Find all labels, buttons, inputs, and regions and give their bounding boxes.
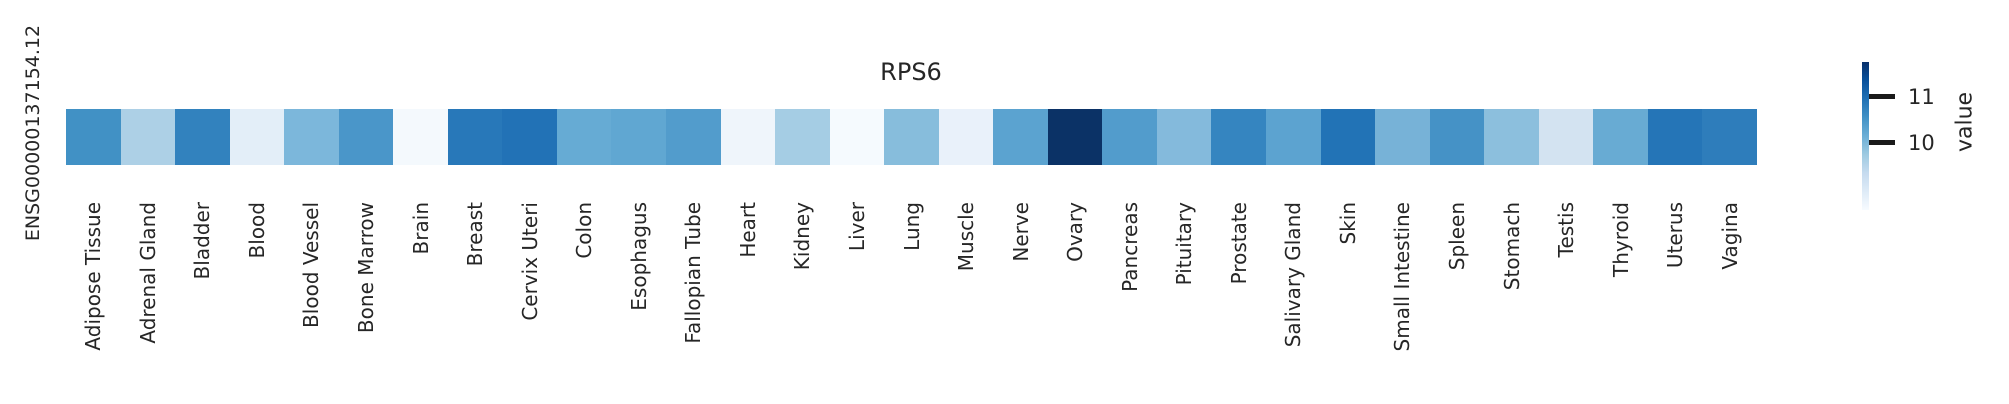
heatmap-cell-pancreas[interactable] bbox=[1102, 109, 1157, 165]
colorbar-tick-label-11: 11 bbox=[1908, 85, 1935, 109]
x-tick-label-blood: Blood bbox=[244, 202, 269, 259]
heatmap-cell-blood-vessel[interactable] bbox=[284, 109, 339, 165]
x-tick-label-adipose-tissue: Adipose Tissue bbox=[81, 202, 106, 351]
colorbar-tick-mark-11 bbox=[1869, 94, 1895, 99]
x-tick-label-colon: Colon bbox=[572, 202, 597, 259]
x-tick-label-bladder: Bladder bbox=[190, 202, 215, 280]
heatmap-cell-blood[interactable] bbox=[229, 109, 285, 165]
x-tick-label-spleen: Spleen bbox=[1444, 202, 1469, 271]
heatmap-cell-kidney[interactable] bbox=[775, 109, 830, 165]
x-tick-label-brain: Brain bbox=[408, 202, 433, 255]
heatmap-cell-small-intestine[interactable] bbox=[1375, 109, 1430, 165]
heatmap-cell-fallopian-tube[interactable] bbox=[666, 109, 721, 165]
heatmap-cell-vagina[interactable] bbox=[1702, 109, 1757, 165]
heatmap-cell-ovary[interactable] bbox=[1047, 109, 1103, 165]
x-tick-label-vagina: Vagina bbox=[1717, 202, 1742, 270]
heatmap-cell-bladder[interactable] bbox=[175, 109, 230, 165]
x-tick-label-adrenal-gland: Adrenal Gland bbox=[135, 202, 160, 344]
row-label-gene-id: ENSG00000137154.12 bbox=[22, 24, 44, 242]
x-tick-label-stomach: Stomach bbox=[1499, 202, 1524, 291]
heatmap-cell-spleen[interactable] bbox=[1429, 109, 1485, 165]
heatmap-cell-pituitary[interactable] bbox=[1156, 109, 1212, 165]
x-tick-label-nerve: Nerve bbox=[1008, 202, 1033, 262]
heatmap-cell-cervix-uteri[interactable] bbox=[502, 109, 557, 165]
colorbar-tick-label-10: 10 bbox=[1908, 131, 1935, 155]
heatmap-cell-prostate[interactable] bbox=[1211, 109, 1267, 165]
heatmap-cell-adrenal-gland[interactable] bbox=[120, 109, 176, 165]
heatmap-cell-bone-marrow[interactable] bbox=[338, 109, 394, 165]
x-tick-label-pancreas: Pancreas bbox=[1117, 202, 1142, 292]
heatmap-cell-stomach[interactable] bbox=[1484, 109, 1539, 165]
heatmap-cell-uterus[interactable] bbox=[1647, 109, 1703, 165]
heatmap-cell-brain[interactable] bbox=[393, 109, 448, 165]
heatmap-cell-esophagus[interactable] bbox=[611, 109, 667, 165]
x-tick-label-pituitary: Pituitary bbox=[1172, 202, 1197, 286]
x-tick-label-skin: Skin bbox=[1335, 202, 1360, 245]
x-tick-label-esophagus: Esophagus bbox=[626, 202, 651, 311]
x-tick-label-fallopian-tube: Fallopian Tube bbox=[681, 202, 706, 344]
x-tick-label-ovary: Ovary bbox=[1063, 202, 1088, 262]
colorbar-axis-label: value bbox=[1952, 91, 1978, 153]
x-tick-label-blood-vessel: Blood Vessel bbox=[299, 202, 324, 328]
heatmap-cell-skin[interactable] bbox=[1320, 109, 1376, 165]
colorbar-gradient bbox=[1862, 62, 1869, 210]
x-tick-label-prostate: Prostate bbox=[1226, 202, 1251, 285]
heatmap-cell-breast[interactable] bbox=[447, 109, 503, 165]
x-tick-label-lung: Lung bbox=[899, 202, 924, 251]
x-tick-label-testis: Testis bbox=[1554, 202, 1579, 258]
heatmap-cell-testis[interactable] bbox=[1538, 109, 1594, 165]
heatmap-cell-colon[interactable] bbox=[556, 109, 612, 165]
x-tick-label-heart: Heart bbox=[735, 202, 760, 258]
heatmap-cell-adipose-tissue[interactable] bbox=[66, 109, 121, 165]
heatmap-cell-muscle[interactable] bbox=[938, 109, 994, 165]
x-tick-label-cervix-uteri: Cervix Uteri bbox=[517, 202, 542, 321]
heatmap-cell-lung[interactable] bbox=[884, 109, 939, 165]
x-tick-label-thyroid: Thyroid bbox=[1608, 202, 1633, 277]
heatmap-cell-liver[interactable] bbox=[829, 109, 885, 165]
x-tick-label-salivary-gland: Salivary Gland bbox=[1281, 202, 1306, 348]
x-tick-label-liver: Liver bbox=[844, 202, 869, 252]
heatmap-cell-thyroid[interactable] bbox=[1593, 109, 1648, 165]
colorbar-tick-mark-10 bbox=[1869, 140, 1895, 145]
heatmap-cell-heart[interactable] bbox=[720, 109, 776, 165]
x-tick-label-muscle: Muscle bbox=[954, 202, 979, 272]
heatmap-cell-salivary-gland[interactable] bbox=[1266, 109, 1321, 165]
x-tick-label-small-intestine: Small Intestine bbox=[1390, 202, 1415, 352]
heatmap-cell-nerve[interactable] bbox=[993, 109, 1048, 165]
x-tick-label-breast: Breast bbox=[463, 202, 488, 267]
x-tick-label-kidney: Kidney bbox=[790, 202, 815, 271]
x-tick-label-bone-marrow: Bone Marrow bbox=[354, 202, 379, 334]
heatmap-row bbox=[66, 109, 1757, 165]
x-tick-label-uterus: Uterus bbox=[1663, 202, 1688, 269]
chart-title: RPS6 bbox=[880, 58, 942, 86]
